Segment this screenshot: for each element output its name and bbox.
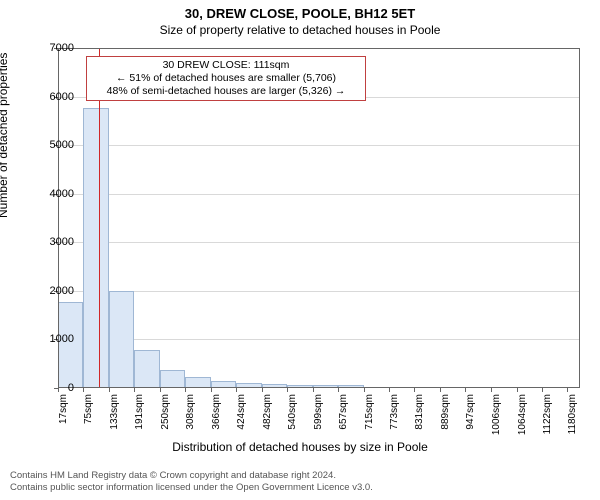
x-tick-label: 366sqm xyxy=(211,394,222,442)
plot-area: 30 DREW CLOSE: 111sqm← 51% of detached h… xyxy=(58,48,580,388)
x-tick-mark xyxy=(567,388,568,392)
x-tick-label: 1064sqm xyxy=(517,394,528,442)
x-tick-mark xyxy=(440,388,441,392)
x-tick-mark xyxy=(517,388,518,392)
y-tick-label: 7000 xyxy=(34,42,74,54)
x-tick-mark xyxy=(313,388,314,392)
x-tick-label: 1006sqm xyxy=(491,394,502,442)
x-tick-mark xyxy=(83,388,84,392)
y-tick-label: 3000 xyxy=(34,236,74,248)
y-tick-label: 1000 xyxy=(34,333,74,345)
x-tick-mark xyxy=(236,388,237,392)
x-tick-mark xyxy=(338,388,339,392)
x-tick-label: 133sqm xyxy=(109,394,120,442)
x-tick-mark xyxy=(491,388,492,392)
x-tick-label: 1122sqm xyxy=(542,394,553,442)
x-tick-mark xyxy=(414,388,415,392)
x-tick-label: 657sqm xyxy=(338,394,349,442)
x-tick-label: 250sqm xyxy=(160,394,171,442)
x-tick-mark xyxy=(465,388,466,392)
x-tick-label: 831sqm xyxy=(414,394,425,442)
x-tick-mark xyxy=(389,388,390,392)
x-tick-label: 17sqm xyxy=(58,394,69,442)
y-tick-label: 5000 xyxy=(34,139,74,151)
y-tick-label: 2000 xyxy=(34,285,74,297)
chart-title: 30, DREW CLOSE, POOLE, BH12 5ET xyxy=(0,0,600,21)
footer-line-2: Contains public sector information licen… xyxy=(10,482,373,494)
chart-subtitle: Size of property relative to detached ho… xyxy=(0,21,600,37)
plot-border xyxy=(58,48,580,388)
x-tick-label: 540sqm xyxy=(287,394,298,442)
x-tick-label: 1180sqm xyxy=(567,394,578,442)
chart-container: 30, DREW CLOSE, POOLE, BH12 5ET Size of … xyxy=(0,0,600,500)
x-axis-label: Distribution of detached houses by size … xyxy=(0,440,600,454)
x-tick-mark xyxy=(287,388,288,392)
y-tick-label: 0 xyxy=(34,382,74,394)
x-tick-label: 191sqm xyxy=(134,394,145,442)
x-tick-mark xyxy=(262,388,263,392)
x-tick-mark xyxy=(542,388,543,392)
x-tick-label: 308sqm xyxy=(185,394,196,442)
x-tick-mark xyxy=(185,388,186,392)
x-tick-mark xyxy=(160,388,161,392)
x-tick-label: 889sqm xyxy=(440,394,451,442)
y-tick-label: 4000 xyxy=(34,188,74,200)
x-tick-label: 599sqm xyxy=(313,394,324,442)
x-tick-mark xyxy=(109,388,110,392)
x-tick-label: 482sqm xyxy=(262,394,273,442)
x-tick-label: 715sqm xyxy=(364,394,375,442)
x-tick-mark xyxy=(211,388,212,392)
x-tick-mark xyxy=(364,388,365,392)
y-tick-label: 6000 xyxy=(34,91,74,103)
x-tick-label: 424sqm xyxy=(236,394,247,442)
x-tick-label: 773sqm xyxy=(389,394,400,442)
x-tick-label: 75sqm xyxy=(83,394,94,442)
footer: Contains HM Land Registry data © Crown c… xyxy=(10,470,373,494)
x-tick-label: 947sqm xyxy=(465,394,476,442)
y-axis-label: Number of detached properties xyxy=(0,53,10,218)
x-tick-mark xyxy=(134,388,135,392)
footer-line-1: Contains HM Land Registry data © Crown c… xyxy=(10,470,373,482)
